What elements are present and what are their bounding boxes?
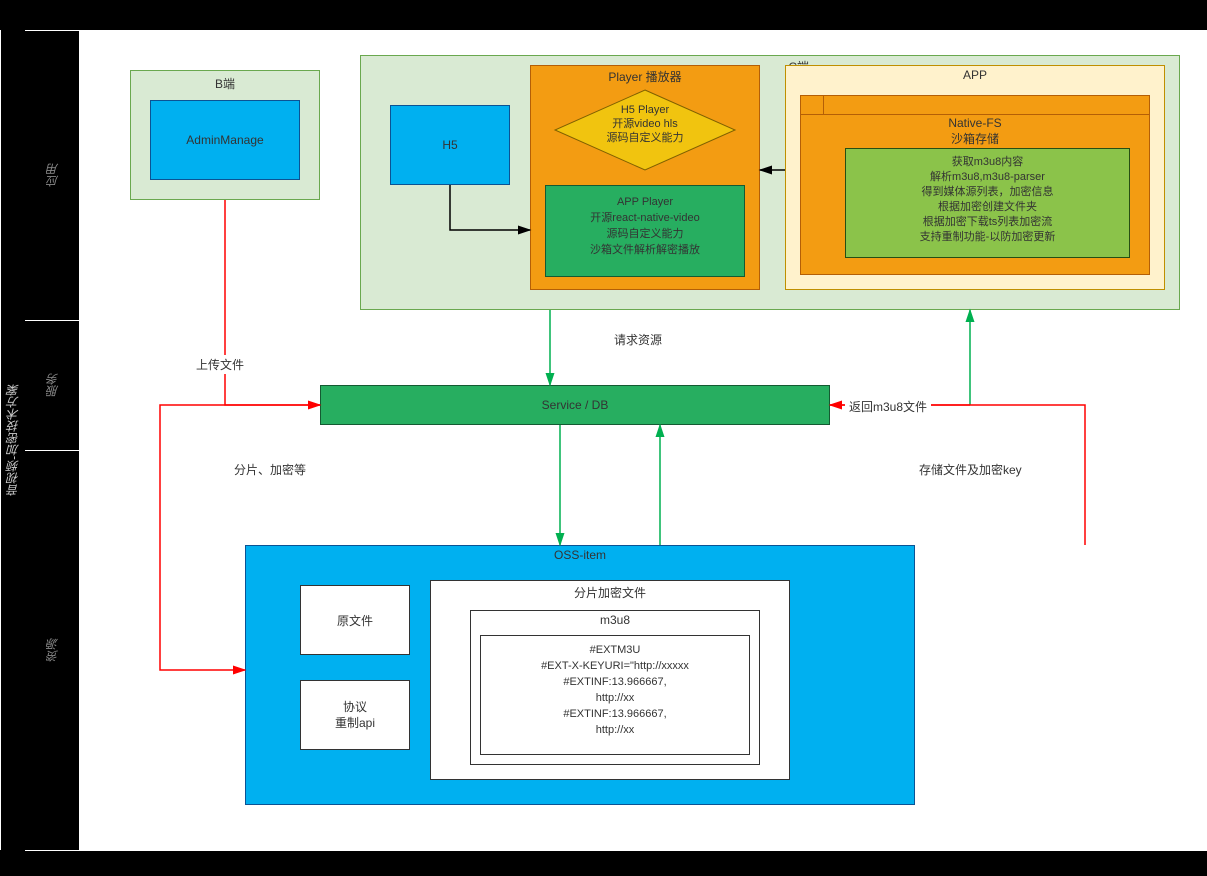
edge-label-store-key: 存储文件及加密key: [915, 460, 1026, 479]
edge-label-request: 请求资源: [610, 330, 666, 349]
title-text: 音视频-加密技术方案: [5, 384, 22, 496]
native-fs-inner: 获取m3u8内容 解析m3u8,m3u8-parser 得到媒体源列表，加密信息…: [845, 148, 1130, 258]
player-group-label: Player 播放器: [531, 66, 759, 85]
app-group-label: APP: [786, 66, 1164, 82]
row-label-resource: 资源: [25, 450, 80, 850]
native-fs-label: Native-FS 沙箱存储: [801, 96, 1149, 147]
m3u8-group-label: m3u8: [471, 611, 759, 627]
app-player: APP Player 开源react-native-video 源码自定义能力 …: [545, 185, 745, 277]
orig-file: 原文件: [300, 585, 410, 655]
admin-manage: AdminManage: [150, 100, 300, 180]
service-db: Service / DB: [320, 385, 830, 425]
edge-label-return-m3u8: 返回m3u8文件: [845, 397, 931, 416]
edge-label-frag-enc: 分片、加密等: [230, 460, 310, 479]
edge-label-upload: 上传文件: [192, 355, 248, 374]
frag-group-label: 分片加密文件: [431, 581, 789, 601]
m3u8-body: #EXTM3U #EXT-X-KEYURI="http://xxxxx #EXT…: [480, 635, 750, 755]
diagram-title: 音视频-加密技术方案: [0, 30, 25, 850]
diagram-canvas: 音视频-加密技术方案 应用 服务 资源 B端 AdminManage C端 H5…: [0, 0, 1207, 876]
b-group-label: B端: [131, 71, 319, 92]
row-label-service: 服务: [25, 320, 80, 450]
protocol: 协议 重制api: [300, 680, 410, 750]
row-label-app: 应用: [25, 30, 80, 320]
h5-player-text: H5 Player 开源video hls 源码自定义能力: [555, 103, 735, 163]
oss-group-label: OSS-item: [246, 546, 914, 562]
h5-node: H5: [390, 105, 510, 185]
